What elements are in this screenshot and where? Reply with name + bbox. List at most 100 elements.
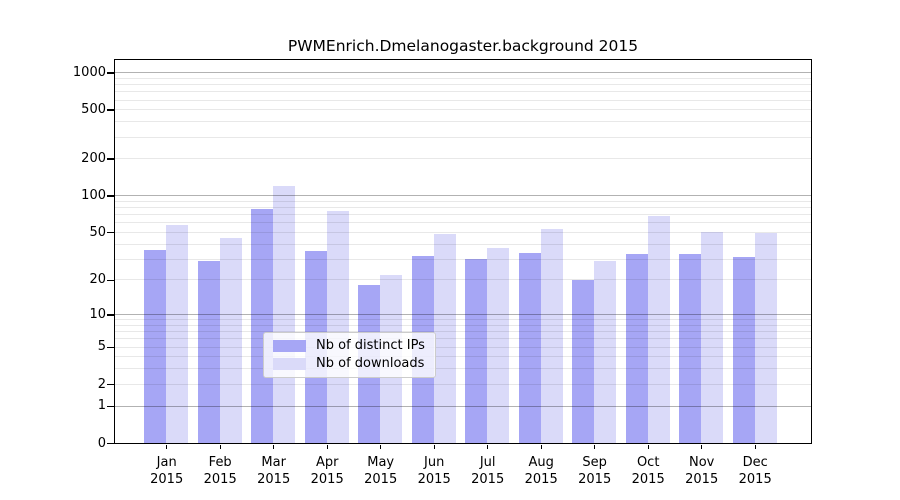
y-tick-label: 500 <box>81 102 106 118</box>
y-tick-label: 1000 <box>72 65 106 80</box>
x-tick-year: 2015 <box>685 471 719 487</box>
bar-distinct-ips <box>251 208 274 444</box>
y-tick-label: 10 <box>89 306 106 322</box>
y-tick-label: 5 <box>97 339 106 355</box>
x-tick-year: 2015 <box>203 471 237 487</box>
gridline-minor <box>115 258 811 260</box>
gridline-major <box>115 314 811 316</box>
legend-swatch-downloads <box>273 357 306 370</box>
gridline-minor <box>115 356 811 358</box>
gridline-minor <box>115 346 811 348</box>
y-tick-mark <box>107 231 115 234</box>
x-tick-label: Aug 2015 <box>514 454 568 488</box>
bar-downloads <box>701 232 724 444</box>
legend-row-downloads: Nb of downloads <box>273 356 425 371</box>
x-tick-mark <box>754 444 756 450</box>
x-tick-month: Oct <box>636 454 660 470</box>
bar-downloads <box>594 260 617 444</box>
x-tick-year: 2015 <box>738 471 772 487</box>
y-tick-mark <box>107 158 115 160</box>
x-tick-month: Sep <box>582 454 607 470</box>
legend-row-distinct-ips: Nb of distinct IPs <box>273 338 425 353</box>
x-tick-label: May 2015 <box>354 454 408 488</box>
bar-distinct-ips <box>144 249 167 444</box>
y-tick-label: 2 <box>97 376 106 392</box>
bar-downloads <box>219 237 242 444</box>
legend-label-downloads: Nb of downloads <box>316 356 425 371</box>
x-tick-mark <box>380 444 382 450</box>
x-tick-mark <box>701 444 703 450</box>
gridline-minor <box>115 231 811 233</box>
gridline-major <box>115 195 811 197</box>
gridline-minor <box>115 324 811 326</box>
gridline-minor <box>115 77 811 79</box>
legend: Nb of distinct IPs Nb of downloads <box>263 332 436 378</box>
gridline-minor <box>115 368 811 370</box>
x-tick-mark <box>166 444 168 450</box>
x-tick-mark <box>273 444 275 450</box>
x-tick-month: Jan <box>156 454 177 470</box>
x-tick-month: Dec <box>742 454 768 470</box>
x-tick-year: 2015 <box>471 471 505 487</box>
y-tick-mark <box>107 405 115 407</box>
x-tick-year: 2015 <box>364 471 398 487</box>
y-tick-mark <box>107 383 115 386</box>
y-tick-mark <box>107 314 115 316</box>
bar-distinct-ips <box>679 254 702 444</box>
bar-downloads <box>326 210 349 444</box>
y-tick-label: 1 <box>97 398 106 414</box>
x-tick-mark <box>219 444 221 450</box>
y-tick-label: 20 <box>89 272 106 288</box>
x-tick-month: Feb <box>208 454 232 470</box>
x-tick-mark <box>487 444 489 450</box>
x-tick-label: Jan 2015 <box>140 454 194 488</box>
x-tick-month: Nov <box>689 454 715 470</box>
x-tick-month: Mar <box>261 454 286 470</box>
gridline-minor <box>115 207 811 209</box>
y-tick-mark <box>107 346 115 349</box>
y-tick-label: 0 <box>97 435 106 451</box>
x-tick-label: Apr 2015 <box>300 454 354 488</box>
x-tick-year: 2015 <box>631 471 665 487</box>
bar-downloads <box>166 224 189 444</box>
gridline-major <box>115 405 811 407</box>
bar-distinct-ips <box>625 254 648 444</box>
bar-downloads <box>540 229 563 444</box>
x-tick-mark <box>647 444 649 450</box>
x-tick-mark <box>540 444 542 450</box>
y-tick-mark <box>107 279 115 281</box>
x-tick-year: 2015 <box>150 471 184 487</box>
x-tick-mark <box>326 444 328 450</box>
x-tick-year: 2015 <box>257 471 291 487</box>
gridline-major <box>115 72 811 74</box>
gridline-minor <box>115 319 811 321</box>
x-tick-year: 2015 <box>417 471 451 487</box>
gridline-minor <box>115 84 811 86</box>
gridline-minor <box>115 222 811 224</box>
x-tick-label: Sep 2015 <box>568 454 622 488</box>
gridline-minor <box>115 383 811 385</box>
y-tick-label: 50 <box>89 224 106 240</box>
gridline-minor <box>115 158 811 160</box>
x-tick-label: Dec 2015 <box>728 454 782 488</box>
gridline-minor <box>115 214 811 216</box>
y-tick-label: 100 <box>81 188 106 203</box>
gridline-minor <box>115 121 811 123</box>
x-tick-month: Jul <box>479 454 496 470</box>
x-tick-year: 2015 <box>578 471 612 487</box>
x-tick-label: Mar 2015 <box>247 454 301 488</box>
chart-title: PWMEnrich.Dmelanogaster.background 2015 <box>287 37 639 55</box>
x-tick-month: Aug <box>528 454 554 470</box>
bar-downloads <box>647 216 670 444</box>
gridline-minor <box>115 331 811 333</box>
x-tick-mark <box>594 444 596 450</box>
bar-distinct-ips <box>465 259 488 444</box>
gridline-minor <box>115 99 811 101</box>
gridline-minor <box>115 200 811 202</box>
bar-downloads <box>754 233 777 444</box>
x-tick-label: Jun 2015 <box>407 454 461 488</box>
x-tick-label: Feb 2015 <box>193 454 247 488</box>
y-tick-label: 200 <box>81 151 106 167</box>
bar-distinct-ips <box>518 252 541 444</box>
